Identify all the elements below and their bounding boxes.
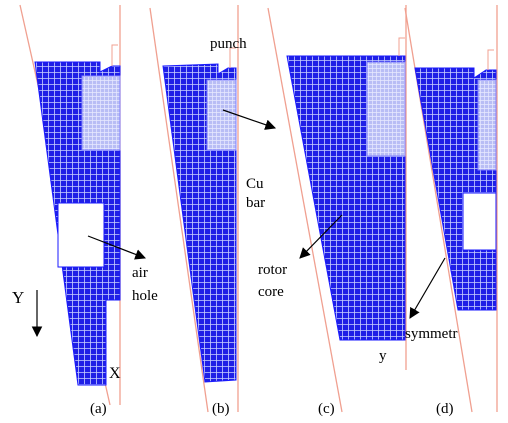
bar-label: bar (246, 195, 265, 211)
axis-small-y-label: y (379, 348, 387, 364)
rotor-label: rotor (258, 262, 287, 278)
cu-label: Cu (246, 176, 264, 192)
arrow (410, 258, 445, 318)
punch-tip (112, 45, 118, 66)
figure: punch Cu bar air hole rotor core symmetr… (0, 0, 508, 423)
air-hole (58, 203, 104, 267)
panel-b (150, 5, 238, 412)
panel-label: (a) (90, 401, 107, 417)
cu-bar (478, 80, 496, 170)
panel-a (20, 5, 120, 405)
air-label: air (132, 265, 148, 281)
panel-label: (d) (436, 401, 454, 417)
cu-bar (207, 80, 236, 150)
panel-d (405, 5, 497, 412)
cu-bar (367, 62, 405, 156)
symmetry-label: symmetr (405, 326, 458, 342)
axis-x-label: X (109, 365, 121, 382)
hole-label: hole (132, 288, 158, 304)
cu-bar (82, 76, 120, 150)
panel-label: (c) (318, 401, 335, 417)
punch-label: punch (210, 36, 247, 52)
core-label: core (258, 284, 284, 300)
panel-label: (b) (212, 401, 230, 417)
axis-y-label: Y (12, 288, 24, 307)
air-hole (463, 193, 496, 250)
punch-tip (488, 50, 494, 70)
punch-tip (399, 38, 405, 56)
